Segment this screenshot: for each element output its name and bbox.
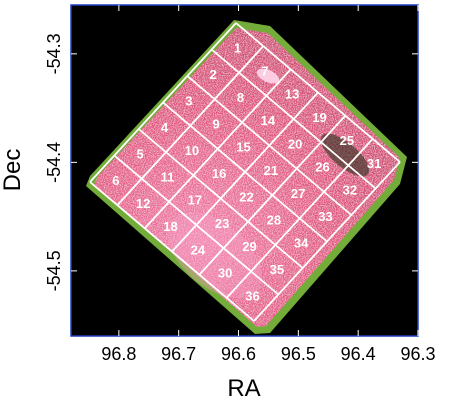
region-label: 15 <box>236 140 250 155</box>
y-tick-label: -54.4 <box>44 142 64 183</box>
y-tick-label: -54.3 <box>44 33 64 74</box>
grid-line <box>253 161 401 322</box>
x-tick-label: 96.6 <box>221 344 256 364</box>
region-label: 4 <box>161 120 169 135</box>
region-label: 20 <box>288 136 302 151</box>
region-label: 26 <box>315 160 329 175</box>
dark-patch <box>320 133 370 177</box>
region-label: 13 <box>285 87 299 102</box>
region-label: 11 <box>161 170 175 185</box>
region-label: 25 <box>340 133 354 148</box>
region-label: 14 <box>261 113 276 128</box>
region-label: 7 <box>261 64 268 79</box>
x-tick-label: 96.8 <box>101 344 136 364</box>
region-label: 16 <box>212 166 226 181</box>
region-label: 31 <box>367 156 381 171</box>
x-tick-label: 96.4 <box>341 344 376 364</box>
region-label: 1 <box>234 40 241 55</box>
region-label: 27 <box>291 186 305 201</box>
x-axis: 96.8 96.7 96.6 96.5 96.4 96.3 <box>101 5 436 364</box>
grid-line <box>113 154 279 296</box>
x-tick-label: 96.3 <box>400 344 435 364</box>
x-axis-title: RA <box>227 375 260 402</box>
region-label: 32 <box>343 183 357 198</box>
region-label: 19 <box>312 110 326 125</box>
region-label: 33 <box>318 209 332 224</box>
y-axis: -54.3 -54.4 -54.5 <box>44 33 418 291</box>
region-label: 24 <box>191 242 206 257</box>
x-tick-label: 96.7 <box>161 344 196 364</box>
bright-lobe <box>168 211 262 299</box>
region-label: 3 <box>185 93 192 108</box>
region-grid <box>89 22 401 322</box>
region-labels: 1234567891011121314151617181920212223242… <box>112 40 381 303</box>
region-label: 18 <box>163 219 177 234</box>
region-label: 17 <box>188 193 202 208</box>
region-label: 35 <box>270 262 284 277</box>
region-label: 6 <box>112 173 119 188</box>
region-label: 21 <box>264 163 278 178</box>
region-label: 22 <box>239 189 253 204</box>
region-label: 30 <box>218 266 232 281</box>
y-axis-title: Dec <box>0 149 26 192</box>
x-tick-label: 96.5 <box>281 344 316 364</box>
region-label: 10 <box>185 143 199 158</box>
region-label: 9 <box>213 117 220 132</box>
y-tick-label: -54.5 <box>44 250 64 291</box>
bright-knot <box>256 68 280 84</box>
region-label: 36 <box>245 289 259 304</box>
region-label: 23 <box>215 216 229 231</box>
region-label: 2 <box>210 67 217 82</box>
plot-frame <box>70 4 419 337</box>
region-label: 29 <box>242 239 256 254</box>
emission-body <box>94 28 400 327</box>
region-label: 8 <box>237 90 244 105</box>
region-label: 5 <box>137 146 144 161</box>
grid-line <box>89 181 255 322</box>
region-label: 12 <box>136 196 150 211</box>
region-label: 28 <box>267 213 281 228</box>
region-label: 34 <box>294 236 309 251</box>
